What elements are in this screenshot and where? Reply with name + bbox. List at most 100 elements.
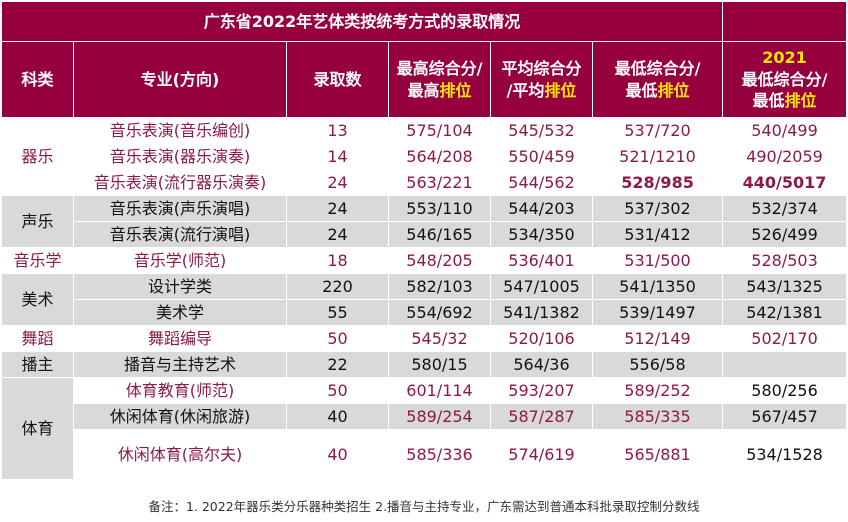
count-cell: 40	[286, 403, 389, 430]
major-cell: 音乐表演(音乐编创)	[73, 117, 287, 144]
header-2021-line2: 最低	[752, 91, 785, 111]
table-row: 音乐学 音乐学(师范) 18 548/205 536/401 531/500 5…	[1, 247, 848, 274]
table-row: 音乐表演(流行器乐演奏) 24 563/221 544/562 528/985 …	[2, 169, 848, 196]
y2021-cell: 542/1381	[722, 299, 848, 326]
major-cell: 音乐表演(声乐演唱)	[73, 195, 287, 222]
count-cell: 24	[286, 169, 389, 196]
header-avg: 平均综合分/平均排位	[490, 41, 593, 118]
major-cell: 播音与主持艺术	[73, 351, 287, 378]
avg-cell: 545/532	[490, 117, 593, 144]
table-row: 体育 体育教育(师范) 50 601/114 593/207 589/252 5…	[1, 377, 848, 480]
header-min-highlight: 排位	[657, 80, 690, 100]
avg-cell: 574/619	[490, 429, 593, 480]
table-row: 声乐 音乐表演(声乐演唱) 24 553/110 544/203 537/302…	[1, 195, 848, 248]
min-cell: 531/412	[591, 221, 724, 248]
major-cell: 舞蹈编导	[73, 325, 287, 352]
count-cell: 24	[286, 195, 389, 222]
avg-cell: 536/401	[490, 247, 593, 274]
header-min: 最低综合分/最低排位	[591, 41, 724, 118]
avg-cell: 544/562	[490, 169, 593, 196]
y2021-cell	[722, 351, 848, 378]
major-cell: 休闲体育(休闲旅游)	[73, 403, 287, 430]
avg-cell: 544/203	[490, 195, 593, 222]
header-category: 科类	[1, 41, 74, 118]
min-cell: 556/58	[591, 351, 724, 378]
table-title: 广东省2022年艺体类按统考方式的录取情况	[0, 1, 724, 42]
max-cell: 589/254	[388, 403, 491, 430]
table-row: 舞蹈 舞蹈编导 50 545/32 520/106 512/149 502/17…	[1, 325, 848, 352]
major-cell: 美术学	[73, 299, 287, 326]
max-cell: 554/692	[388, 299, 491, 326]
table-row: 音乐表演(器乐演奏) 14 564/208 550/459 521/1210 4…	[2, 143, 848, 170]
max-cell: 580/15	[388, 351, 491, 378]
min-cell: 537/720	[591, 117, 724, 144]
y2021-cell: 490/2059	[722, 143, 848, 170]
max-cell: 575/104	[388, 117, 491, 144]
category-cell: 体育	[1, 377, 74, 480]
max-cell: 601/114	[388, 377, 491, 404]
header-count: 录取数	[286, 41, 389, 118]
header-major: 专业(方向)	[73, 41, 287, 118]
table-row: 休闲体育(高尔夫) 40 585/336 574/619 565/881 534…	[2, 429, 848, 480]
count-cell: 13	[286, 117, 389, 144]
header-max-line2: 最高	[407, 80, 440, 100]
avg-cell: 547/1005	[490, 273, 593, 300]
y2021-cell: 526/499	[722, 221, 848, 248]
major-cell: 音乐学(师范)	[73, 247, 287, 274]
count-cell: 24	[286, 221, 389, 248]
table-row: 美术学 55 554/692 541/1382 539/1497 542/138…	[2, 299, 848, 326]
y2021-cell: 502/170	[722, 325, 848, 352]
min-cell: 512/149	[591, 325, 724, 352]
min-cell: 539/1497	[591, 299, 724, 326]
table-row: 美术 设计学类 220 582/103 547/1005 541/1350 54…	[1, 273, 848, 326]
count-cell: 50	[286, 377, 389, 404]
count-cell: 55	[286, 299, 389, 326]
count-cell: 220	[286, 273, 389, 300]
max-cell: 564/208	[388, 143, 491, 170]
min-cell: 541/1350	[591, 273, 724, 300]
category-cell: 声乐	[1, 195, 74, 248]
header-avg-line1: 平均综合分	[501, 58, 582, 78]
header-avg-line2: /平均	[506, 80, 545, 100]
y2021-cell: 567/457	[722, 403, 848, 430]
avg-cell: 534/350	[490, 221, 593, 248]
avg-cell: 593/207	[490, 377, 593, 404]
avg-cell: 550/459	[490, 143, 593, 170]
y2021-cell-emphasized: 440/5017	[722, 169, 848, 196]
max-cell: 582/103	[388, 273, 491, 300]
major-cell: 体育教育(师范)	[73, 377, 287, 404]
header-2021-highlight: 排位	[784, 91, 817, 111]
min-cell: 589/252	[591, 377, 724, 404]
max-cell: 545/32	[388, 325, 491, 352]
max-cell: 548/205	[388, 247, 491, 274]
header-2021-year: 2021	[762, 48, 807, 68]
y2021-cell: 580/256	[722, 377, 848, 404]
min-cell: 585/335	[591, 403, 724, 430]
header-avg-highlight: 排位	[544, 80, 577, 100]
table-title-row: 广东省2022年艺体类按统考方式的录取情况	[0, 1, 848, 42]
max-cell: 563/221	[388, 169, 491, 196]
header-max: 最高综合分/最高排位	[388, 41, 491, 118]
header-max-highlight: 排位	[439, 80, 472, 100]
major-cell: 音乐表演(流行演唱)	[73, 221, 287, 248]
table-row: 音乐表演(流行演唱) 24 546/165 534/350 531/412 52…	[2, 221, 848, 248]
header-2021-line1: 最低综合分/	[741, 69, 828, 89]
y2021-cell: 543/1325	[722, 273, 848, 300]
table-row: 器乐 音乐表演(音乐编创) 13 575/104 545/532 537/720…	[1, 117, 848, 196]
major-cell: 音乐表演(器乐演奏)	[73, 143, 287, 170]
max-cell: 585/336	[388, 429, 491, 480]
category-cell: 舞蹈	[1, 325, 74, 352]
footnote: 备注：1. 2022年器乐类分乐器种类招生 2.播音与主持专业，广东需达到普通本…	[148, 499, 700, 514]
admission-table: 广东省2022年艺体类按统考方式的录取情况 科类 专业(方向) 录取数 最高综合…	[0, 1, 848, 480]
header-min-line1: 最低综合分/	[614, 58, 701, 78]
category-cell: 美术	[1, 273, 74, 326]
avg-cell: 541/1382	[490, 299, 593, 326]
min-cell: 521/1210	[591, 143, 724, 170]
major-cell: 休闲体育(高尔夫)	[73, 429, 287, 480]
table-row: 休闲体育(休闲旅游) 40 589/254 587/287 585/335 56…	[2, 403, 848, 430]
min-cell: 537/302	[591, 195, 724, 222]
y2021-cell: 528/503	[722, 247, 848, 274]
major-cell: 设计学类	[73, 273, 287, 300]
y2021-cell: 532/374	[722, 195, 848, 222]
